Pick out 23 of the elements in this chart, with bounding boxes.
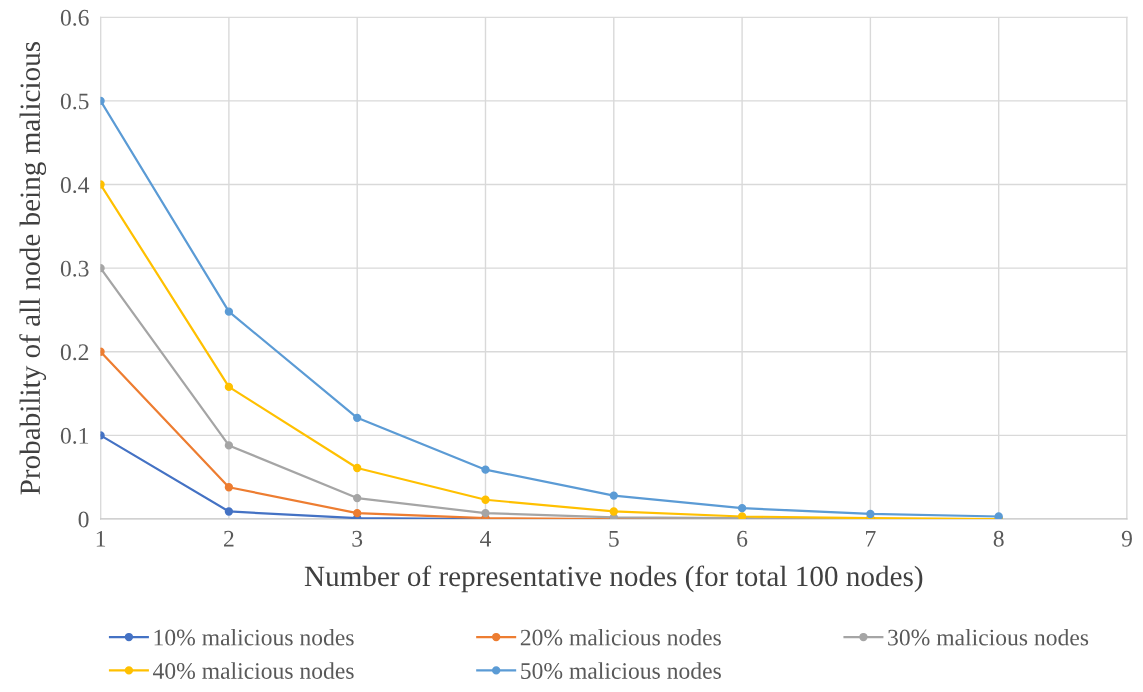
x-tick-label: 3: [352, 530, 363, 547]
y-tick-label: 0.2: [60, 344, 89, 361]
x-tick-label: 9: [1121, 530, 1132, 547]
x-tick-label: 1: [96, 530, 106, 547]
x-tick-label: 4: [480, 530, 492, 547]
legend-label: 20% malicious nodes: [520, 628, 721, 646]
x-axis-title: Number of representative nodes (for total 100 nodes): [304, 565, 923, 593]
x-tick-label: 8: [993, 530, 1004, 547]
y-tick-label: 0.1: [60, 427, 89, 444]
legend-label: 30% malicious nodes: [888, 628, 1089, 646]
y-tick-label: 0.5: [60, 93, 89, 110]
legend-label: 10% malicious nodes: [154, 628, 354, 646]
legend-label: 40% malicious nodes: [152, 662, 354, 679]
y-tick-label: 0.3: [60, 260, 89, 277]
y-axis-title: Probability of all node being malicious: [19, 41, 47, 495]
x-tick-label: 2: [224, 530, 234, 547]
x-tick-label: 6: [737, 530, 748, 547]
legend-label: 50% malicious nodes: [521, 662, 721, 679]
y-tick-label: 0.6: [60, 9, 89, 26]
y-tick-label: 0: [78, 511, 89, 528]
x-tick-label: 7: [866, 531, 876, 547]
x-tick-label: 5: [609, 531, 619, 547]
y-tick-label: 0.4: [60, 177, 90, 194]
